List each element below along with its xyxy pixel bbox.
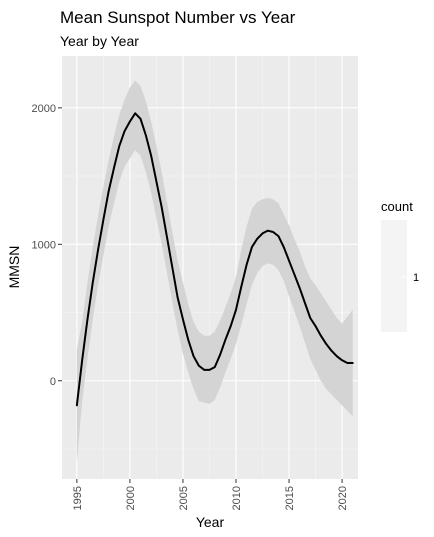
plot-panel (62, 56, 358, 479)
chart-title: Mean Sunspot Number vs Year (60, 8, 296, 27)
x-tick-label: 1995 (72, 486, 84, 510)
y-axis-title: MMSN (6, 246, 22, 289)
legend-key (381, 220, 407, 332)
y-tick-label: 2000 (32, 103, 56, 115)
smooth-line (75, 112, 354, 407)
confidence-band-layer (76, 80, 353, 463)
chart-subtitle: Year by Year (60, 33, 139, 49)
axes: 0 1000 2000 1995 2000 2005 2010 2015 2020 (32, 103, 350, 511)
smooth-line-layer (75, 112, 354, 407)
x-tick-label: 2000 (125, 486, 137, 510)
legend-label: 1 (413, 272, 419, 284)
x-axis-title: Year (196, 514, 225, 530)
x-tick-label: 2010 (231, 486, 243, 510)
confidence-band (76, 80, 353, 463)
x-tick-label: 2020 (337, 486, 349, 510)
x-tick-label: 2005 (178, 486, 190, 510)
legend: count 1 (381, 199, 419, 332)
y-tick-label: 0 (50, 376, 56, 388)
x-tick-label: 2015 (284, 486, 296, 510)
y-tick-label: 1000 (32, 239, 56, 251)
legend-title: count (381, 199, 413, 214)
